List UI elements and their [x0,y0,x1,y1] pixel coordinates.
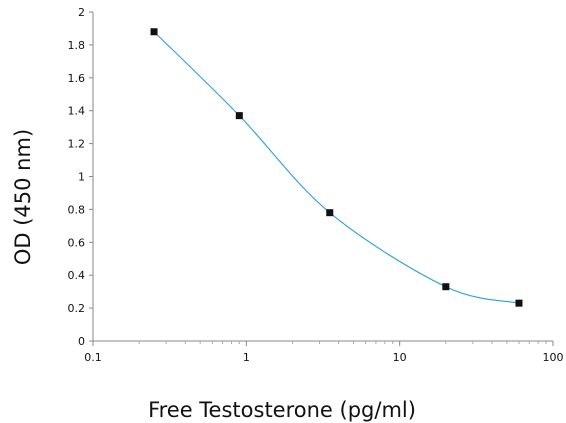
data-point-marker [150,28,158,36]
x-axis-title: Free Testosterone (pg/ml) [148,398,416,422]
fitted-curve [153,31,520,304]
data-point-marker [326,209,334,217]
data-points [150,28,523,307]
x-tick-label: 10 [393,351,407,364]
y-tick-label: 0 [78,335,85,348]
y-tick-label: 0.8 [68,203,86,216]
x-tick-label: 100 [543,351,564,364]
axes [92,12,553,342]
data-point-marker [515,299,523,307]
x-tick-label: 0.1 [84,351,102,364]
y-tick-label: 1 [78,171,85,184]
y-tick-label: 0.4 [68,269,86,282]
y-tick-label: 1.6 [68,72,86,85]
y-tick-label: 1.2 [68,138,86,151]
x-tick-label: 1 [243,351,250,364]
y-tick-label: 0.2 [68,302,86,315]
x-axis-ticks: 0.1 1 10 100 [84,341,564,364]
y-axis-ticks: 0 0.2 0.4 0.6 0.8 1 1.2 1.4 1.6 1.8 2 [68,6,93,348]
y-tick-label: 2 [78,6,85,19]
data-point-marker [442,283,450,291]
y-tick-label: 0.6 [68,236,86,249]
y-axis-title: OD (450 nm) [11,129,35,265]
y-tick-label: 1.4 [68,105,86,118]
data-point-marker [235,112,243,120]
y-tick-label: 1.8 [68,39,86,52]
